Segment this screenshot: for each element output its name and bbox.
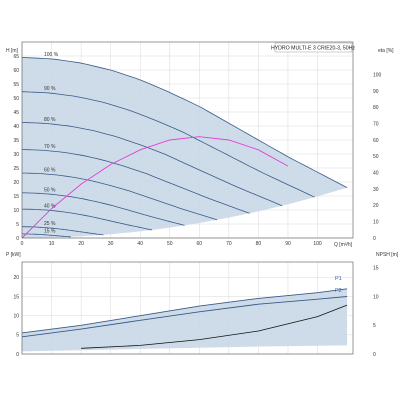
head-curve-0 bbox=[21, 57, 348, 188]
y-tick-label-4: 20 bbox=[13, 180, 19, 186]
title-box bbox=[274, 42, 353, 53]
speed-label-6: 40 % bbox=[44, 204, 56, 210]
speed-label-7: 25 % bbox=[44, 221, 56, 227]
y2-tick-label-3: 30 bbox=[373, 187, 379, 193]
y-tick-label-11: 55 bbox=[13, 82, 19, 88]
y2-tick-label-4: 40 bbox=[373, 170, 379, 176]
x-tick-label-6: 60 bbox=[197, 241, 203, 247]
power-curve-P2 bbox=[21, 296, 348, 338]
p-tick-label-3: 15 bbox=[13, 294, 19, 300]
head-curve-4 bbox=[21, 172, 218, 221]
head-curve-8 bbox=[22, 233, 71, 238]
p-tick-label-0: 0 bbox=[16, 352, 19, 358]
bottom-curves bbox=[21, 288, 348, 349]
y2-axis-label-eta: eta [%] bbox=[378, 48, 394, 54]
bottom-panel-frame bbox=[21, 261, 354, 355]
y-tick-label-0: 0 bbox=[16, 236, 19, 242]
series-label-p2: P2 bbox=[335, 288, 342, 294]
top-panel-frame bbox=[21, 41, 354, 239]
y-axis-label-head: H [m] bbox=[6, 48, 19, 54]
speed-label-0: 100 % bbox=[44, 52, 59, 58]
y-tick-label-13: 65 bbox=[13, 54, 19, 60]
npsh-tick-label-1: 5 bbox=[373, 323, 376, 329]
y-tick-label-10: 50 bbox=[13, 96, 19, 102]
y2-axis-label-npsh: NPSH [m] bbox=[376, 252, 399, 258]
y2-tick-label-5: 50 bbox=[373, 154, 379, 160]
y2-tick-label-10: 100 bbox=[373, 72, 382, 78]
y-tick-label-7: 35 bbox=[13, 138, 19, 144]
bottom-tick-labels: 0 5 10 15 20 0 5 10 15 bbox=[13, 266, 378, 358]
head-curve-2 bbox=[21, 122, 283, 207]
x-tick-label-9: 90 bbox=[285, 241, 291, 247]
y-tick-label-2: 10 bbox=[13, 208, 19, 214]
y-tick-label-6: 30 bbox=[13, 152, 19, 158]
head-curve-1 bbox=[21, 91, 315, 198]
x-tick-label-2: 20 bbox=[78, 241, 84, 247]
top-envelope-area bbox=[22, 57, 348, 239]
npsh-tick-label-2: 10 bbox=[373, 294, 379, 300]
x-tick-label-7: 70 bbox=[226, 241, 232, 247]
y-tick-label-12: 60 bbox=[13, 68, 19, 74]
head-curve-3 bbox=[21, 149, 250, 214]
head-curve-7 bbox=[22, 226, 104, 236]
p-tick-label-2: 10 bbox=[13, 313, 19, 319]
chart-title: HYDRO MULTI-E 3 CRIE20-3, 50Hz bbox=[271, 46, 355, 52]
x-tick-label-3: 30 bbox=[108, 241, 114, 247]
y-tick-label-1: 5 bbox=[16, 222, 19, 228]
y2-tick-label-6: 60 bbox=[373, 138, 379, 144]
x-tick-label-10: 100 bbox=[313, 241, 322, 247]
speed-label-5: 50 % bbox=[44, 187, 56, 193]
y-tick-label-3: 15 bbox=[13, 194, 19, 200]
npsh-tick-label-0: 0 bbox=[373, 352, 376, 358]
operating-envelope bbox=[22, 57, 348, 239]
y2-tick-label-8: 80 bbox=[373, 105, 379, 111]
x-tick-label-8: 80 bbox=[256, 241, 262, 247]
top-curves bbox=[21, 57, 348, 239]
p-tick-label-4: 20 bbox=[13, 275, 19, 281]
y-tick-label-5: 25 bbox=[13, 166, 19, 172]
y2-tick-label-0: 0 bbox=[373, 236, 376, 242]
bottom-envelope-area bbox=[22, 288, 348, 352]
head-curve-5 bbox=[21, 192, 185, 226]
x-tick-label-4: 40 bbox=[137, 241, 143, 247]
power-curve-P1 bbox=[21, 288, 348, 334]
y2-tick-label-9: 90 bbox=[373, 89, 379, 95]
y-tick-label-8: 40 bbox=[13, 124, 19, 130]
x-tick-label-5: 50 bbox=[167, 241, 173, 247]
speed-label-3: 70 % bbox=[44, 144, 56, 150]
x-tick-label-1: 10 bbox=[49, 241, 55, 247]
speed-label-2: 80 % bbox=[44, 117, 56, 123]
speed-labels: 100 % 90 % 80 % 70 % 60 % 50 % 40 % 25 %15 % bbox=[44, 52, 59, 235]
y-axis-label-power: P [kW] bbox=[6, 252, 21, 258]
y2-tick-label-2: 20 bbox=[373, 203, 379, 209]
y2-tick-label-7: 70 bbox=[373, 121, 379, 127]
speed-label-4: 60 % bbox=[44, 167, 56, 173]
x-tick-label-0: 0 bbox=[21, 241, 24, 247]
power-envelope bbox=[22, 288, 348, 352]
efficiency-curve bbox=[21, 136, 289, 239]
npsh-tick-label-3: 15 bbox=[373, 266, 379, 272]
top-tick-labels: 0 10 20 30 40 50 60 70 80 90 100051015202530354045… bbox=[13, 54, 381, 247]
speed-label-8: 15 % bbox=[44, 228, 56, 234]
y2-tick-label-1: 10 bbox=[373, 219, 379, 225]
speed-label-1: 90 % bbox=[44, 86, 56, 92]
head-curve-6 bbox=[21, 208, 153, 231]
x-axis-label-flow: Q [m³/h] bbox=[334, 242, 353, 248]
npsh-curve bbox=[81, 304, 348, 349]
p-tick-label-1: 5 bbox=[16, 333, 19, 339]
y-tick-label-9: 45 bbox=[13, 110, 19, 116]
series-label-p1: P1 bbox=[335, 276, 342, 282]
